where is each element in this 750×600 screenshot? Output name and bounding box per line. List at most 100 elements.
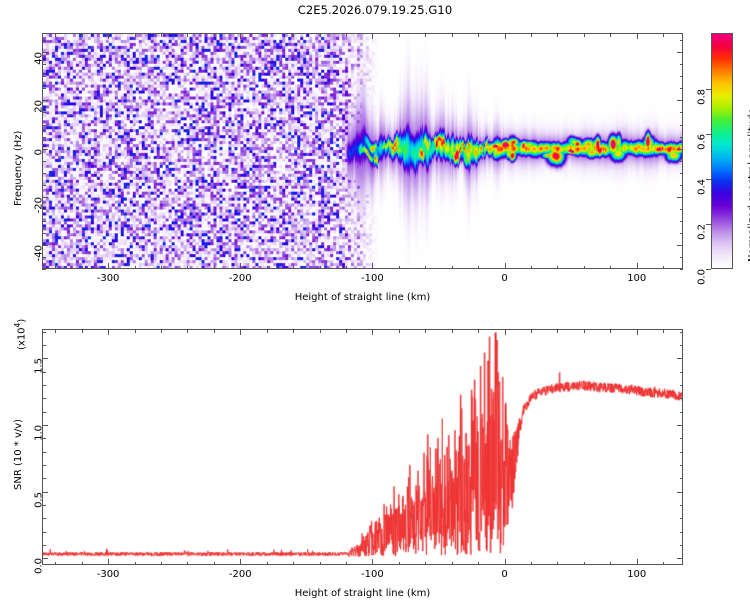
x-tick-label: -100 xyxy=(361,273,384,284)
x-minor-tick-top xyxy=(266,329,268,333)
x-minor-tick-top xyxy=(610,33,612,37)
colorbar-tick xyxy=(706,89,711,91)
y-minor-tick-right xyxy=(679,88,683,90)
x-major-tick xyxy=(636,559,638,565)
x-minor-tick xyxy=(319,561,321,565)
x-major-tick xyxy=(240,559,242,565)
x-minor-tick xyxy=(134,561,136,565)
y-minor-tick xyxy=(42,124,46,126)
x-minor-tick xyxy=(398,265,400,269)
x-minor-tick-top xyxy=(425,33,427,37)
y-minor-tick-right xyxy=(679,64,683,66)
x-minor-tick-top xyxy=(319,33,321,37)
y-minor-tick xyxy=(42,371,46,373)
y-minor-tick-right xyxy=(679,398,683,400)
spectrogram-image xyxy=(43,34,682,268)
x-minor-tick-top xyxy=(293,33,295,37)
x-tick-label: -100 xyxy=(361,569,384,580)
page-title: C2E5.2026.079.19.25.G10 xyxy=(297,3,453,17)
y-major-tick xyxy=(42,196,48,198)
y-minor-tick-right xyxy=(679,451,683,453)
x-minor-tick xyxy=(213,265,215,269)
x-major-tick-top xyxy=(636,329,638,335)
x-minor-tick-top xyxy=(610,329,612,333)
x-tick-label: 100 xyxy=(627,569,647,580)
x-major-tick xyxy=(504,263,506,269)
x-minor-tick-top xyxy=(557,329,559,333)
y-minor-tick-right xyxy=(679,518,683,520)
x-tick-label: -300 xyxy=(96,273,120,284)
x-minor-tick-top xyxy=(134,33,136,37)
y-minor-tick xyxy=(42,478,46,480)
y-major-tick-right xyxy=(677,491,683,493)
x-minor-tick-top xyxy=(345,329,347,333)
x-minor-tick-top xyxy=(81,33,83,37)
x-minor-tick-top xyxy=(345,33,347,37)
y-minor-tick xyxy=(42,64,46,66)
x-minor-tick-top xyxy=(398,33,400,37)
colorbar-tick xyxy=(706,269,711,270)
snr-axis-multiplier: (x104) xyxy=(13,319,27,350)
y-minor-tick xyxy=(42,184,46,186)
y-minor-tick-right xyxy=(679,112,683,114)
x-minor-tick xyxy=(610,561,612,565)
colorbar-tick-label: 0.4 xyxy=(696,179,708,195)
x-minor-tick-top xyxy=(319,329,321,333)
y-minor-tick-right xyxy=(679,505,683,506)
y-minor-tick xyxy=(42,112,46,114)
y-major-tick xyxy=(42,358,48,360)
x-tick-label: 100 xyxy=(627,273,647,284)
x-major-tick xyxy=(504,559,506,565)
y-major-tick-right xyxy=(677,558,683,560)
y-minor-tick-right xyxy=(679,172,683,174)
x-minor-tick-top xyxy=(478,33,480,37)
y-minor-tick-right xyxy=(679,465,683,466)
snr-yaxis-title: SNR (10 * v/v) xyxy=(13,418,24,490)
x-minor-tick-top xyxy=(293,329,295,333)
y-tick-label: 0.0 xyxy=(33,558,45,575)
y-tick-label: 20 xyxy=(33,100,45,114)
spectrogram-yaxis-title: Frequency (Hz) xyxy=(13,130,24,206)
y-minor-tick xyxy=(42,438,46,440)
y-minor-tick xyxy=(42,531,46,533)
x-minor-tick xyxy=(345,561,347,565)
y-minor-tick xyxy=(42,505,46,506)
x-minor-tick xyxy=(557,561,559,565)
snr-mult-base: (x10 xyxy=(16,327,28,350)
y-tick-label: 40 xyxy=(33,52,45,65)
x-tick-label: -200 xyxy=(228,569,252,580)
x-minor-tick xyxy=(531,561,532,565)
y-minor-tick xyxy=(42,451,46,453)
x-minor-tick xyxy=(81,265,83,269)
y-minor-tick-right xyxy=(679,269,683,270)
x-minor-tick xyxy=(398,561,400,565)
y-minor-tick xyxy=(42,385,46,386)
x-major-tick xyxy=(636,263,638,269)
y-minor-tick xyxy=(42,345,46,346)
x-minor-tick xyxy=(293,265,295,269)
y-major-tick xyxy=(42,558,48,560)
y-minor-tick xyxy=(42,160,46,162)
x-major-tick xyxy=(108,559,110,565)
colorbar-tick-label: 0.6 xyxy=(696,134,708,151)
x-minor-tick xyxy=(266,561,268,565)
y-major-tick xyxy=(42,52,48,54)
x-minor-tick xyxy=(478,265,480,269)
y-minor-tick-right xyxy=(679,385,683,386)
y-major-tick xyxy=(42,425,48,426)
y-minor-tick-right xyxy=(679,256,683,258)
y-minor-tick-right xyxy=(679,184,683,186)
colorbar-tick-label: 0.8 xyxy=(696,89,708,106)
x-minor-tick xyxy=(160,265,162,269)
x-minor-tick-top xyxy=(160,329,162,333)
y-minor-tick-right xyxy=(679,371,683,373)
y-minor-tick xyxy=(42,545,46,546)
x-minor-tick-top xyxy=(266,33,268,37)
x-tick-label: 0 xyxy=(501,569,508,580)
y-minor-tick xyxy=(42,269,46,270)
x-minor-tick xyxy=(583,561,585,565)
x-minor-tick-top xyxy=(81,329,83,333)
y-major-tick-right xyxy=(677,196,683,198)
x-minor-tick-top xyxy=(583,33,585,37)
y-minor-tick-right xyxy=(679,160,683,162)
